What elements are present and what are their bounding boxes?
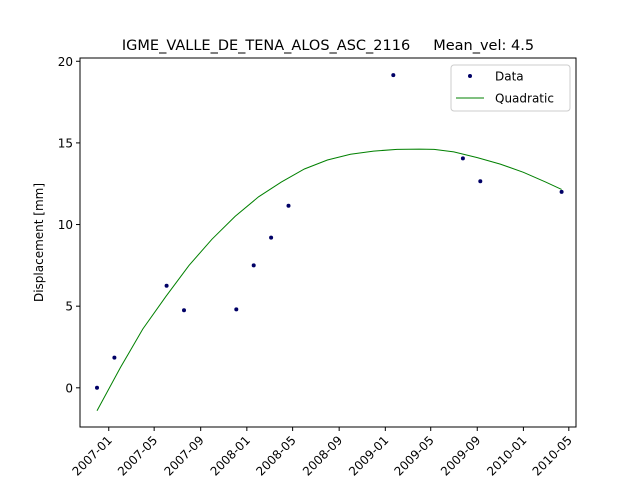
y-tick-label: 15 — [58, 136, 73, 150]
x-tick-label: 2007-05 — [115, 433, 160, 478]
fit-layer — [96, 148, 562, 411]
x-tick-label: 2009-05 — [391, 433, 436, 478]
data-point — [164, 283, 169, 288]
legend: Data Quadratic — [450, 64, 571, 112]
data-point — [286, 203, 291, 208]
x-tick-label: 2007-09 — [161, 433, 206, 478]
data-point — [478, 179, 483, 184]
y-tick-label: 0 — [65, 381, 73, 395]
x-tick-label: 2008-01 — [208, 433, 253, 478]
x-tick-label: 2010-05 — [530, 433, 575, 478]
legend-data-label: Data — [495, 70, 524, 84]
data-point — [251, 263, 256, 268]
x-axis-ticks: 2007-01 2007-05 2007-09 2008-01 2008-05 2008-… — [70, 427, 575, 479]
data-point — [234, 307, 239, 312]
y-tick-label: 10 — [58, 218, 73, 232]
plot-frame — [79, 57, 577, 428]
data-point — [391, 73, 396, 78]
x-tick-label: 2009-01 — [346, 433, 391, 478]
y-tick-label: 20 — [58, 55, 73, 69]
data-points-layer — [95, 73, 564, 390]
x-tick-label: 2008-09 — [300, 433, 345, 478]
y-axis-label: Displacement [mm] — [32, 183, 46, 302]
data-point — [95, 385, 99, 390]
data-point — [460, 156, 465, 161]
y-tick-label: 5 — [65, 300, 73, 314]
legend-quadratic-label: Quadratic — [495, 92, 554, 106]
data-point — [182, 308, 186, 313]
x-tick-label: 2010-01 — [484, 433, 529, 478]
data-point — [112, 355, 117, 360]
x-tick-label: 2009-09 — [438, 433, 483, 478]
quadratic-fit-line — [96, 148, 562, 411]
data-point — [269, 235, 274, 240]
legend-box — [450, 64, 571, 112]
x-tick-label: 2007-01 — [70, 433, 115, 478]
data-point — [559, 189, 564, 194]
legend-data-marker — [468, 74, 472, 78]
y-axis-ticks: 0 5 10 15 20 — [58, 55, 80, 395]
x-tick-label: 2008-05 — [253, 433, 298, 478]
chart-title: IGME_VALLE_DE_TENA_ALOS_ASC_2116 Mean_ve… — [122, 38, 534, 54]
